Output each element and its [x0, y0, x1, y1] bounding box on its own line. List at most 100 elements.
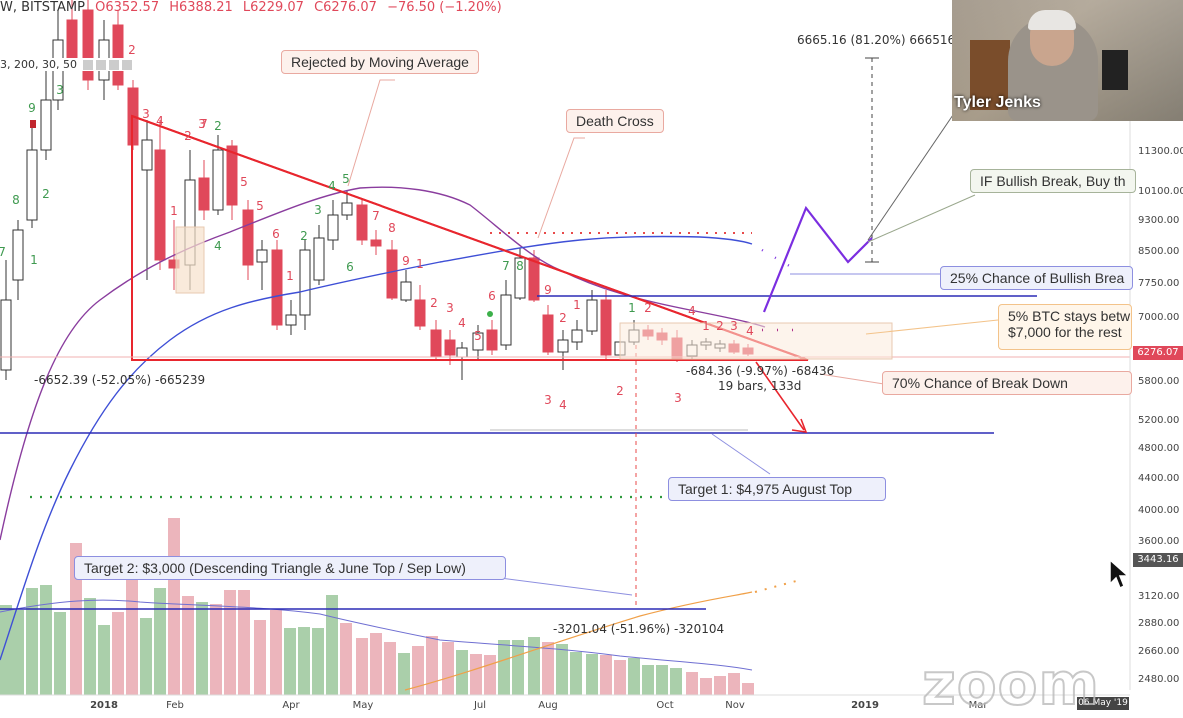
- candle-body: [571, 329, 583, 343]
- td-count-label: 1: [702, 319, 710, 333]
- candle-body: [486, 329, 498, 351]
- volume-bar: [54, 612, 66, 695]
- candle-body: [600, 299, 612, 356]
- candle-body: [500, 294, 512, 346]
- callout-btc-stays[interactable]: 5% BTC stays betw $7,000 for the rest: [998, 304, 1132, 350]
- volume-bar: [556, 644, 568, 695]
- volume-bar: [742, 683, 754, 695]
- td-count-label: 3: [446, 301, 454, 315]
- td-count-label: 1: [573, 298, 581, 312]
- td-count-label: 3: [198, 117, 206, 131]
- td-count-label: 4: [214, 239, 222, 253]
- candle-body: [271, 249, 283, 326]
- indicator-hide-icon[interactable]: [96, 60, 107, 70]
- candle-body: [370, 239, 382, 247]
- volume-bar: [398, 653, 410, 695]
- candle-body: [456, 347, 468, 358]
- price-tick-label: 2480.00: [1138, 674, 1179, 685]
- price-tick-label: 5200.00: [1138, 415, 1179, 426]
- volume-bar: [40, 585, 52, 695]
- time-tick-label: Oct: [656, 700, 673, 710]
- indicator-legend[interactable]: 3, 200, 30, 50: [0, 58, 133, 71]
- candle-body: [528, 257, 540, 301]
- td-count-label: 9: [28, 101, 36, 115]
- td-count-label: 3: [142, 107, 150, 121]
- candle-body: [0, 299, 12, 371]
- callout-bullish-chance[interactable]: 25% Chance of Bullish Brea: [940, 266, 1133, 290]
- pointer-rejected: [347, 79, 395, 187]
- price-tick-label: 4800.00: [1138, 443, 1179, 454]
- td-count-label: 2: [430, 296, 438, 310]
- candle-body: [341, 202, 353, 216]
- callout-rejected-ma[interactable]: Rejected by Moving Average: [281, 50, 479, 74]
- indicator-close-icon[interactable]: [109, 60, 120, 70]
- volume-bar: [714, 676, 726, 695]
- volume-bar: [670, 668, 682, 695]
- td-count-label: 1: [286, 269, 294, 283]
- time-tick-label: Jul: [473, 700, 486, 710]
- volume-bar: [498, 640, 510, 695]
- td-count-label: 8: [388, 221, 396, 235]
- volume-bar: [270, 610, 282, 695]
- volume-bar: [542, 642, 554, 695]
- callout-bullish-break[interactable]: IF Bullish Break, Buy th: [970, 169, 1136, 193]
- indicator-settings-icon[interactable]: [83, 60, 94, 70]
- callout-btc-line2: $7,000 for the rest: [1008, 324, 1122, 340]
- price-tick-label: 3600.00: [1138, 536, 1179, 547]
- measure-label-mid: -684.36 (-9.97%) -68436: [686, 364, 835, 378]
- volume-bar: [154, 588, 166, 695]
- volume-bar: [442, 642, 454, 695]
- candle-body: [112, 24, 124, 86]
- marker-arrow: [30, 120, 36, 128]
- time-axis: 2018 Feb Apr May Jul Aug Oct Nov 2019 Mar: [0, 694, 1130, 711]
- breakdown-arrowhead: [791, 418, 808, 433]
- webcam-feed[interactable]: [952, 0, 1183, 121]
- candle-body: [242, 209, 254, 266]
- candle-body: [514, 257, 526, 299]
- td-count-label: 1: [628, 301, 636, 315]
- td-count-label: 9: [544, 283, 552, 297]
- time-tick-label: Apr: [282, 700, 300, 710]
- td-count-label: 1: [416, 257, 424, 271]
- mouse-cursor-icon: [1109, 558, 1130, 590]
- candle-body: [430, 329, 442, 357]
- callout-death-cross[interactable]: Death Cross: [566, 109, 664, 133]
- callout-break-down[interactable]: 70% Chance of Break Down: [882, 371, 1132, 395]
- close-value: C6276.07: [314, 0, 377, 15]
- cursor-date-tag: 06 May '19: [1077, 697, 1129, 710]
- td-count-label: 4: [156, 114, 164, 128]
- candle-body: [414, 299, 426, 327]
- price-tick-label: 4000.00: [1138, 505, 1179, 516]
- price-axis: 11300.00 10100.00 9300.00 8500.00 7750.00 700…: [1129, 120, 1183, 690]
- volume-bar: [70, 543, 82, 695]
- volume-bar: [298, 627, 310, 695]
- candle-body: [356, 204, 368, 241]
- candle-body: [141, 139, 153, 171]
- price-tick-label: 9300.00: [1138, 215, 1179, 226]
- candle-body: [154, 149, 166, 261]
- candle-body: [226, 145, 238, 206]
- td-count-label: 4: [458, 316, 466, 330]
- volume-ma-line: [0, 599, 753, 671]
- webcam-shelf: [970, 40, 1010, 110]
- td-count-label: 3: [674, 391, 682, 405]
- callout-target1[interactable]: Target 1: $4,975 August Top: [668, 477, 886, 501]
- volume-bar: [600, 655, 612, 695]
- td-count-label: 8: [12, 193, 20, 207]
- change-value: −76.50 (−1.20%): [387, 0, 502, 15]
- callout-target2[interactable]: Target 2: $3,000 (Descending Triangle & …: [74, 556, 506, 580]
- td-count-label: 3: [544, 393, 552, 407]
- td-count-label: 2: [214, 119, 222, 133]
- candle-body: [12, 229, 24, 281]
- candle-body: [444, 339, 456, 356]
- candle-body: [313, 237, 325, 281]
- triangle-hypotenuse-ext: [131, 115, 809, 361]
- pointer-target1: [711, 433, 771, 475]
- price-tick-label: 5800.00: [1138, 376, 1179, 387]
- volume-bar: [570, 652, 582, 695]
- td-count-label: 2: [184, 129, 192, 143]
- indicator-more-icon[interactable]: [122, 60, 133, 70]
- td-count-label: 2: [616, 384, 624, 398]
